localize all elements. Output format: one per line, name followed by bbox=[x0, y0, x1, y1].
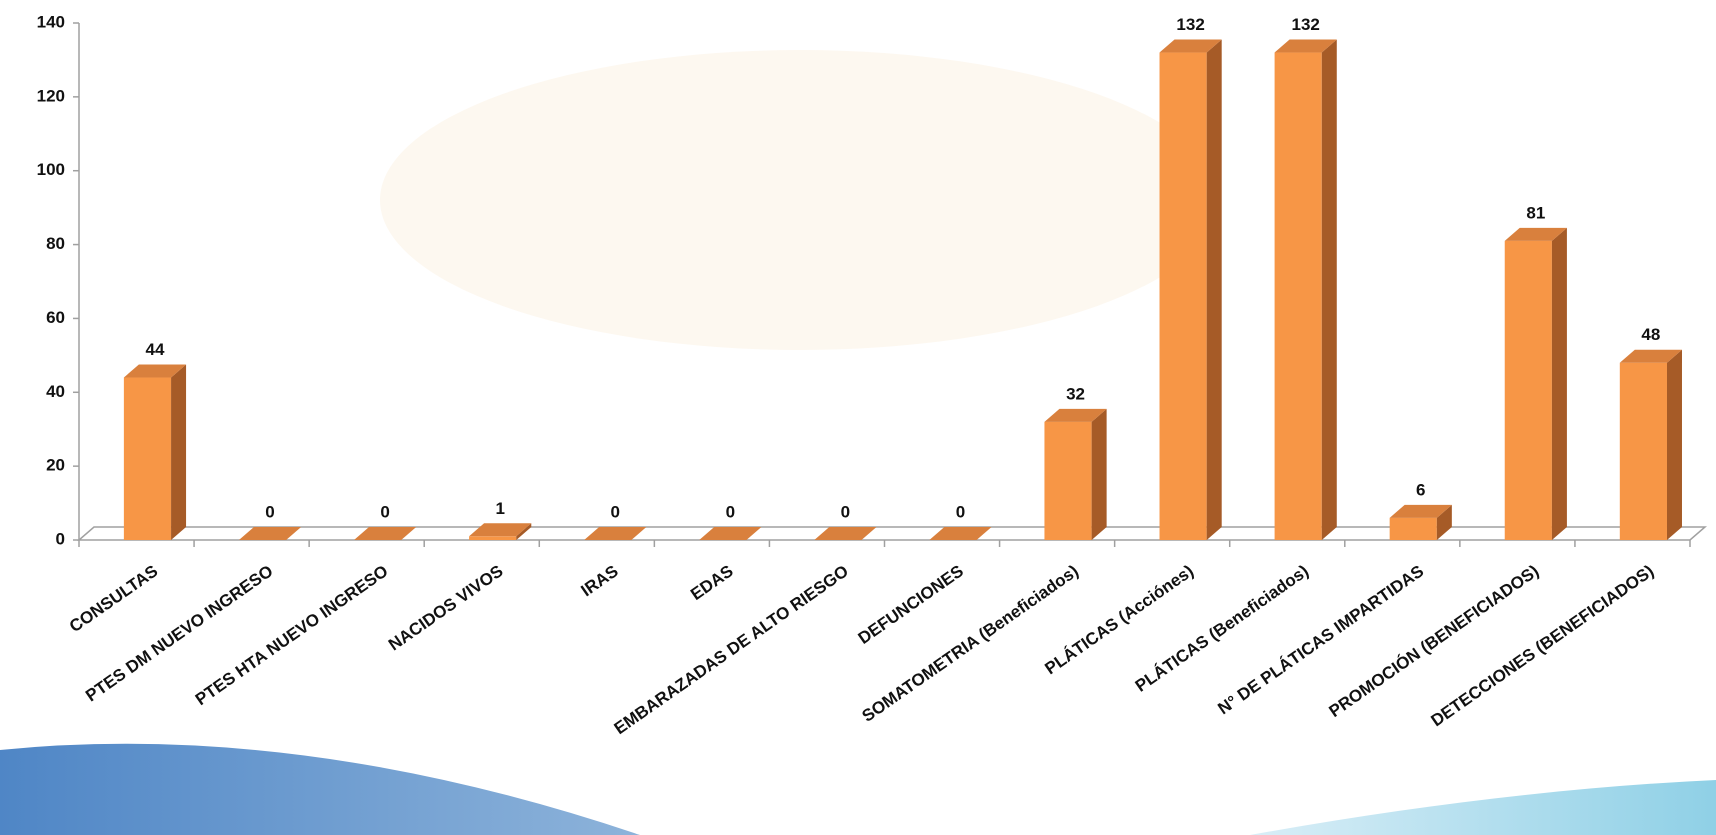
x-tick-label: NACIDOS VIVOS bbox=[385, 561, 507, 654]
bar bbox=[1274, 52, 1322, 541]
bar-top bbox=[123, 364, 187, 378]
value-label: 6 bbox=[1416, 480, 1425, 499]
bar-side bbox=[1091, 408, 1107, 540]
value-label: 0 bbox=[956, 502, 965, 521]
bar-side bbox=[1436, 504, 1452, 540]
bar-top bbox=[814, 527, 877, 540]
x-tick-label: PTES DM NUEVO INGRESO bbox=[82, 561, 276, 705]
x-tick-label: DEFUNCIONES bbox=[855, 561, 967, 648]
bar bbox=[1389, 517, 1437, 540]
bar-top bbox=[1504, 227, 1567, 241]
bar-top bbox=[699, 527, 762, 540]
background bbox=[0, 50, 1716, 835]
wave-right bbox=[1250, 780, 1716, 835]
bar-top bbox=[1159, 39, 1222, 53]
x-tick-label: CONSULTAS bbox=[66, 561, 161, 636]
value-label: 1 bbox=[495, 499, 504, 518]
bar bbox=[123, 377, 172, 540]
y-tick-label: 80 bbox=[46, 234, 65, 253]
y-tick-label: 120 bbox=[37, 86, 65, 105]
x-tick-label: EMBARAZADAS DE ALTO RIESGO bbox=[611, 561, 852, 738]
bar-top bbox=[238, 527, 302, 540]
bar-top bbox=[1619, 349, 1682, 363]
x-tick-label: N° DE PLÁTICAS IMPARTIDAS bbox=[1214, 561, 1427, 718]
y-tick-label: 140 bbox=[37, 12, 65, 31]
bar bbox=[1159, 52, 1207, 541]
value-label: 0 bbox=[265, 502, 274, 521]
bar-side bbox=[171, 364, 187, 540]
y-tick-label: 0 bbox=[56, 529, 65, 548]
x-tick-label: DETECCIONES (BENEFICIADOS) bbox=[1427, 561, 1657, 730]
y-tick-label: 40 bbox=[46, 382, 65, 401]
value-label: 44 bbox=[146, 340, 165, 359]
value-label: 81 bbox=[1526, 203, 1545, 222]
value-label: 132 bbox=[1291, 15, 1319, 34]
y-tick-label: 100 bbox=[37, 160, 65, 179]
bar bbox=[1619, 362, 1667, 540]
bar-side bbox=[516, 523, 532, 540]
x-tick-label: EDAS bbox=[687, 561, 737, 604]
bar-top bbox=[1389, 504, 1452, 518]
bar bbox=[1044, 421, 1092, 540]
x-tick-label: IRAS bbox=[578, 561, 622, 600]
bar-top bbox=[469, 523, 532, 537]
value-label: 48 bbox=[1641, 325, 1660, 344]
bar-side bbox=[1551, 227, 1567, 540]
wave-left bbox=[0, 743, 640, 835]
x-tick-label: SOMATOMETRIA (Beneficiados) bbox=[859, 561, 1082, 725]
bar-top bbox=[929, 527, 992, 540]
bar-top bbox=[354, 527, 417, 540]
y-tick-label: 20 bbox=[46, 456, 65, 475]
x-tick-label: PROMOCIÓN (BENEFICIADOS) bbox=[1326, 561, 1543, 721]
floor bbox=[76, 526, 1708, 541]
bar bbox=[1504, 240, 1552, 540]
watermark bbox=[380, 50, 1220, 350]
bar-side bbox=[1666, 349, 1682, 540]
bar-top bbox=[584, 527, 647, 540]
value-label: 0 bbox=[380, 502, 389, 521]
value-label: 0 bbox=[841, 502, 850, 521]
value-label: 0 bbox=[611, 502, 620, 521]
value-label: 0 bbox=[726, 502, 735, 521]
x-tick-label: PTES HTA NUEVO INGRESO bbox=[192, 561, 392, 709]
bar bbox=[469, 536, 517, 540]
bar-top bbox=[1044, 408, 1107, 422]
y-tick-label: 60 bbox=[46, 308, 65, 327]
value-label: 132 bbox=[1176, 15, 1204, 34]
value-label: 32 bbox=[1066, 384, 1085, 403]
bar-side bbox=[1321, 39, 1337, 541]
bar-top bbox=[1274, 39, 1337, 53]
bar-side bbox=[1206, 39, 1222, 541]
